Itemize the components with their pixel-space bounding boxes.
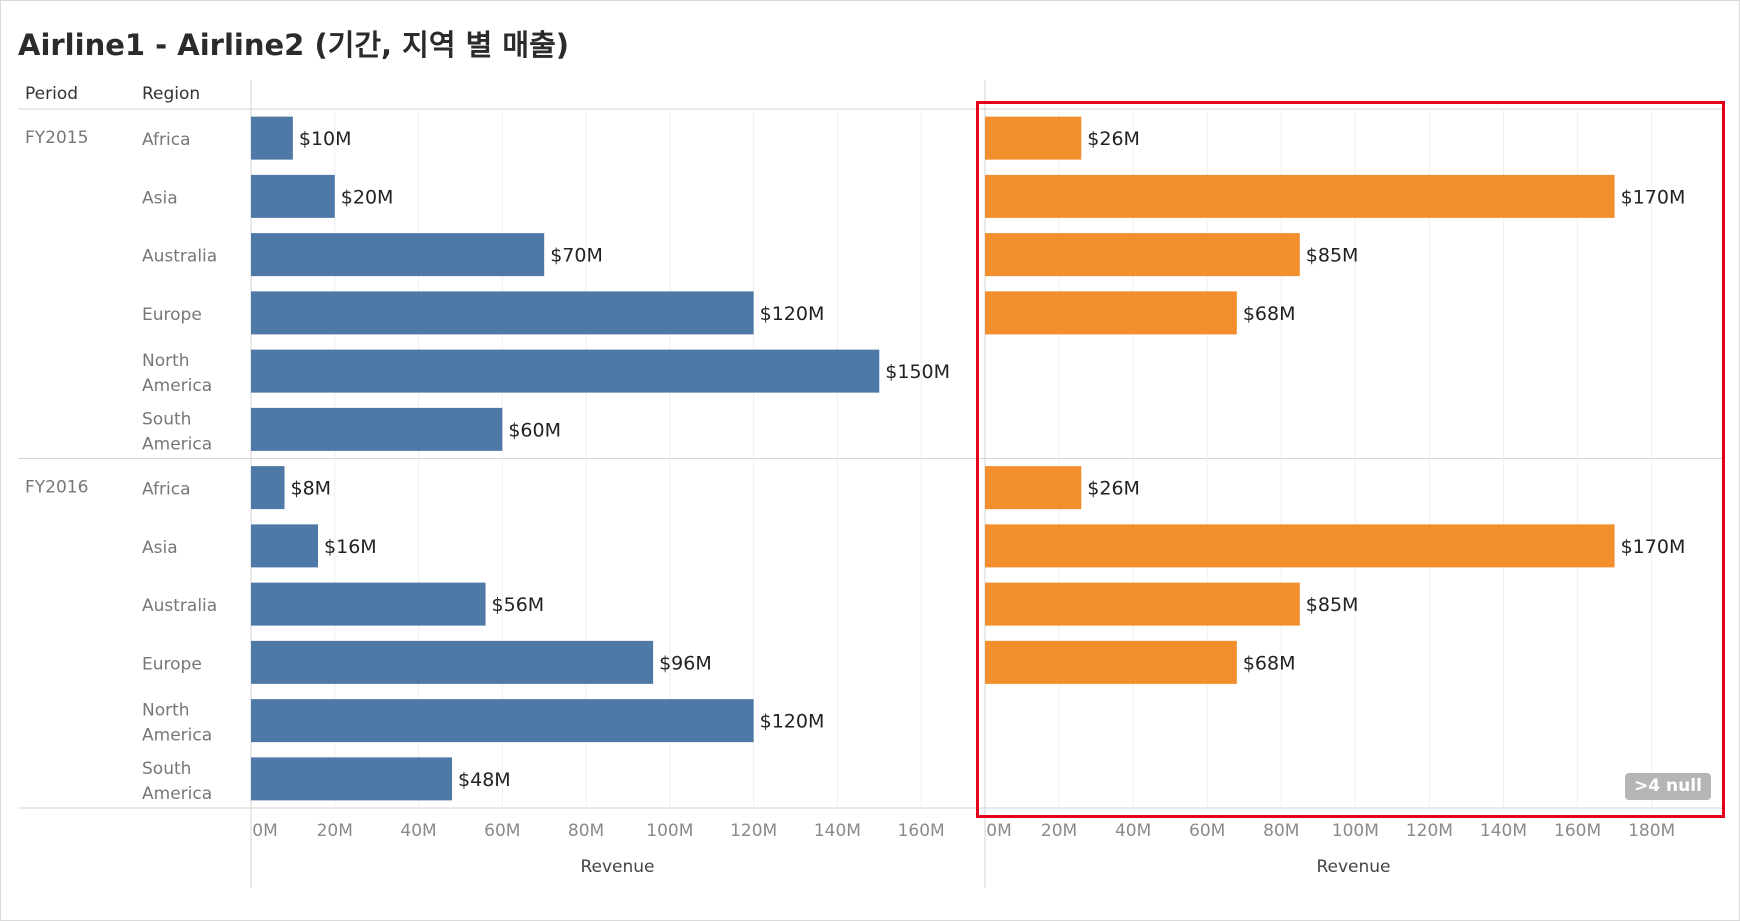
data-label: $60M	[508, 419, 561, 441]
data-label: $48M	[458, 769, 511, 791]
region-label: South America	[142, 759, 212, 804]
data-label: $26M	[1087, 128, 1140, 150]
x-tick-label: 40M	[1115, 821, 1151, 841]
x-tick-label: 20M	[317, 821, 353, 841]
bar	[985, 582, 1300, 626]
region-label: South America	[142, 409, 212, 454]
bar	[251, 291, 754, 335]
x-tick-label: 160M	[1554, 821, 1601, 841]
null-values-badge[interactable]: >4 null	[1625, 773, 1711, 800]
x-tick-label: 180M	[1628, 821, 1675, 841]
x-tick-label: 20M	[1041, 821, 1077, 841]
region-label: Africa	[142, 480, 191, 500]
region-label: Europe	[142, 305, 202, 325]
bar	[251, 699, 754, 743]
data-label: $68M	[1243, 303, 1296, 325]
bar	[251, 116, 293, 160]
bar	[985, 640, 1237, 684]
bar	[985, 524, 1615, 568]
chart-title: Airline1 - Airline2 (기간, 지역 별 매출)	[18, 28, 570, 62]
x-tick-label: 140M	[1480, 821, 1527, 841]
bar	[251, 233, 545, 277]
region-label: North America	[142, 351, 212, 396]
data-label: $20M	[341, 186, 394, 208]
x-tick-label: 120M	[1406, 821, 1453, 841]
region-header: Region	[142, 84, 201, 104]
bar	[985, 116, 1082, 160]
region-label: Australia	[142, 247, 217, 267]
data-label: $85M	[1306, 245, 1359, 267]
data-label: $8M	[291, 478, 332, 500]
data-label: $170M	[1621, 536, 1686, 558]
bar	[251, 174, 335, 218]
bar	[251, 582, 486, 626]
x-tick-label: 160M	[898, 821, 945, 841]
x-tick-label: 0M	[986, 821, 1011, 841]
x-tick-label: 40M	[400, 821, 436, 841]
x-tick-label: 60M	[484, 821, 520, 841]
region-label: North America	[142, 701, 212, 746]
x-axis-title: Revenue	[580, 857, 654, 877]
bar	[251, 524, 319, 568]
region-label: Asia	[142, 188, 178, 208]
bar	[985, 291, 1237, 335]
period-label: FY2016	[25, 478, 88, 498]
bar	[251, 757, 453, 801]
bar	[251, 466, 285, 510]
data-label: $150M	[885, 361, 950, 383]
data-label: $70M	[550, 245, 603, 267]
data-label: $16M	[324, 536, 377, 558]
data-label: $170M	[1621, 186, 1686, 208]
data-label: $96M	[659, 652, 712, 674]
region-label: Africa	[142, 130, 191, 150]
bar	[251, 349, 880, 393]
x-axis-title: Revenue	[1316, 857, 1390, 877]
data-label: $120M	[760, 303, 825, 325]
x-tick-label: 80M	[568, 821, 604, 841]
data-label: $85M	[1306, 594, 1359, 616]
bar	[251, 407, 503, 451]
x-tick-label: 100M	[1332, 821, 1379, 841]
x-tick-label: 80M	[1263, 821, 1299, 841]
x-tick-label: 140M	[814, 821, 861, 841]
region-label: Australia	[142, 596, 217, 616]
bar	[251, 640, 654, 684]
region-label: Europe	[142, 654, 202, 674]
bar	[985, 174, 1615, 218]
x-tick-label: 60M	[1189, 821, 1225, 841]
data-label: $56M	[492, 594, 545, 616]
x-tick-label: 100M	[646, 821, 693, 841]
data-label: $26M	[1087, 478, 1140, 500]
x-tick-label: 0M	[252, 821, 277, 841]
bar	[985, 466, 1082, 510]
region-label: Asia	[142, 538, 178, 558]
x-tick-label: 120M	[730, 821, 777, 841]
data-label: $120M	[760, 711, 825, 733]
period-label: FY2015	[25, 128, 88, 148]
bar	[985, 233, 1300, 277]
data-label: $68M	[1243, 652, 1296, 674]
period-header: Period	[25, 84, 79, 104]
data-label: $10M	[299, 128, 352, 150]
